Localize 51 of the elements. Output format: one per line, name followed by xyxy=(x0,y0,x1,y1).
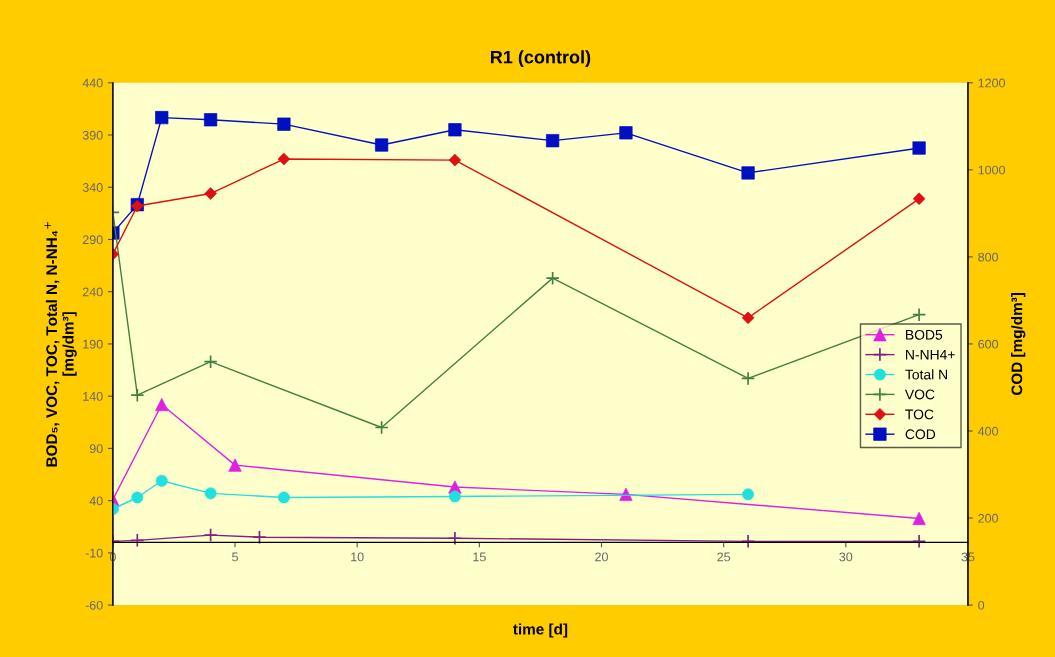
text: BOD₅, VOC, TOC, Total N, N-NH₄$^{+}$ [mg/dm³] xyxy=(44,221,77,467)
y-tick-label: 340 xyxy=(82,183,103,192)
point xyxy=(130,533,145,548)
point xyxy=(374,420,389,435)
x-axis-title: time [d] xyxy=(513,623,568,638)
y-tick-label: 440 xyxy=(82,78,103,88)
point xyxy=(545,271,560,286)
y2-tick-label: 0 xyxy=(978,600,985,610)
x-tick-label: 35 xyxy=(961,552,975,562)
y2-axis-title: COD [mg/dm³] xyxy=(1011,293,1026,396)
y-tick-label: 40 xyxy=(89,496,103,506)
y2-tick-label: 1000 xyxy=(978,165,1005,175)
point xyxy=(252,530,267,545)
point xyxy=(912,534,927,549)
point xyxy=(741,371,756,386)
y-tick-label: 140 xyxy=(83,391,103,401)
y2-tick-label: 600 xyxy=(978,339,999,349)
y2-tick-label: 400 xyxy=(977,426,999,436)
point xyxy=(203,528,218,543)
point xyxy=(203,354,218,369)
point xyxy=(546,134,560,148)
y2-tick-label: 800 xyxy=(978,252,999,262)
point xyxy=(912,307,927,322)
point xyxy=(155,111,169,125)
point xyxy=(130,388,145,403)
legend-label: VOC xyxy=(904,389,935,400)
point xyxy=(447,531,463,546)
legend-label: COD xyxy=(905,429,936,440)
y-tick-label: -60 xyxy=(85,600,103,610)
y-tick-label: 240 xyxy=(82,287,103,297)
legend-label: Total N xyxy=(905,369,947,380)
x-tick-label: 15 xyxy=(473,552,486,562)
y2-tick-label: 1200 xyxy=(978,78,1005,88)
point xyxy=(204,113,218,127)
legend-label: TOC xyxy=(905,409,934,420)
legend-label: BOD5 xyxy=(906,329,943,340)
y-tick-label: 290 xyxy=(82,235,103,245)
y2-tick-label: 200 xyxy=(978,513,999,523)
y-tick-label: 390 xyxy=(82,130,103,140)
y-tick-label: -10 xyxy=(85,548,103,558)
chart-title: R1 (control) xyxy=(490,50,591,68)
legend-label: N-NH4+ xyxy=(906,349,955,360)
point xyxy=(741,534,756,549)
x-tick-label: 20 xyxy=(595,552,608,562)
x-tick-label: 10 xyxy=(351,552,364,562)
x-tick-label: 30 xyxy=(839,552,853,562)
x-tick-label: 25 xyxy=(717,552,731,562)
x-tick-label: 0 xyxy=(109,552,116,562)
x-tick-label: 5 xyxy=(232,552,238,562)
y-tick-label: 90 xyxy=(89,444,103,454)
y-tick-label: 190 xyxy=(83,339,103,349)
